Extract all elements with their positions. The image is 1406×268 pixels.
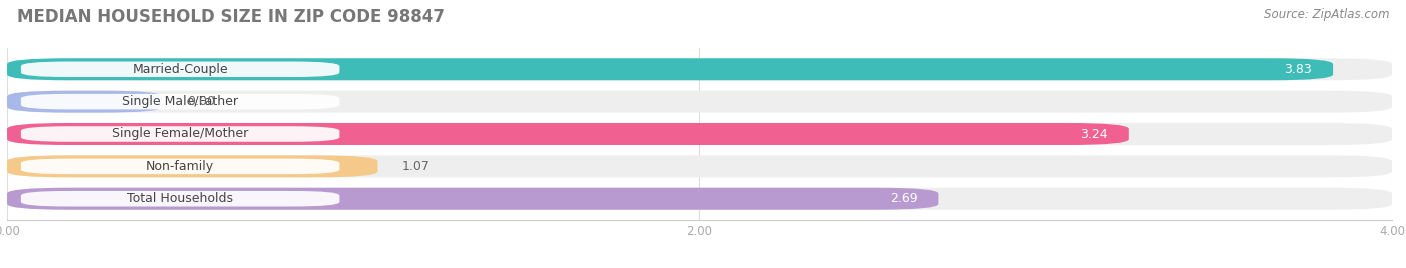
FancyBboxPatch shape bbox=[21, 126, 339, 142]
FancyBboxPatch shape bbox=[7, 188, 1392, 210]
Text: 0.00: 0.00 bbox=[187, 95, 215, 108]
FancyBboxPatch shape bbox=[21, 62, 339, 77]
FancyBboxPatch shape bbox=[7, 188, 938, 210]
FancyBboxPatch shape bbox=[7, 155, 1392, 177]
FancyBboxPatch shape bbox=[7, 123, 1129, 145]
Text: Single Male/Father: Single Male/Father bbox=[122, 95, 238, 108]
Text: Non-family: Non-family bbox=[146, 160, 214, 173]
Text: Married-Couple: Married-Couple bbox=[132, 63, 228, 76]
Text: 3.83: 3.83 bbox=[1285, 63, 1312, 76]
Text: 1.07: 1.07 bbox=[402, 160, 430, 173]
FancyBboxPatch shape bbox=[7, 123, 1392, 145]
FancyBboxPatch shape bbox=[7, 91, 163, 113]
Text: Single Female/Mother: Single Female/Mother bbox=[112, 128, 249, 140]
FancyBboxPatch shape bbox=[21, 94, 339, 109]
FancyBboxPatch shape bbox=[21, 191, 339, 206]
Text: 2.69: 2.69 bbox=[890, 192, 918, 205]
Text: Total Households: Total Households bbox=[127, 192, 233, 205]
Text: 3.24: 3.24 bbox=[1080, 128, 1108, 140]
Text: MEDIAN HOUSEHOLD SIZE IN ZIP CODE 98847: MEDIAN HOUSEHOLD SIZE IN ZIP CODE 98847 bbox=[17, 8, 444, 26]
Text: Source: ZipAtlas.com: Source: ZipAtlas.com bbox=[1264, 8, 1389, 21]
FancyBboxPatch shape bbox=[7, 58, 1333, 80]
FancyBboxPatch shape bbox=[7, 155, 377, 177]
FancyBboxPatch shape bbox=[7, 91, 1392, 113]
FancyBboxPatch shape bbox=[21, 159, 339, 174]
FancyBboxPatch shape bbox=[7, 58, 1392, 80]
